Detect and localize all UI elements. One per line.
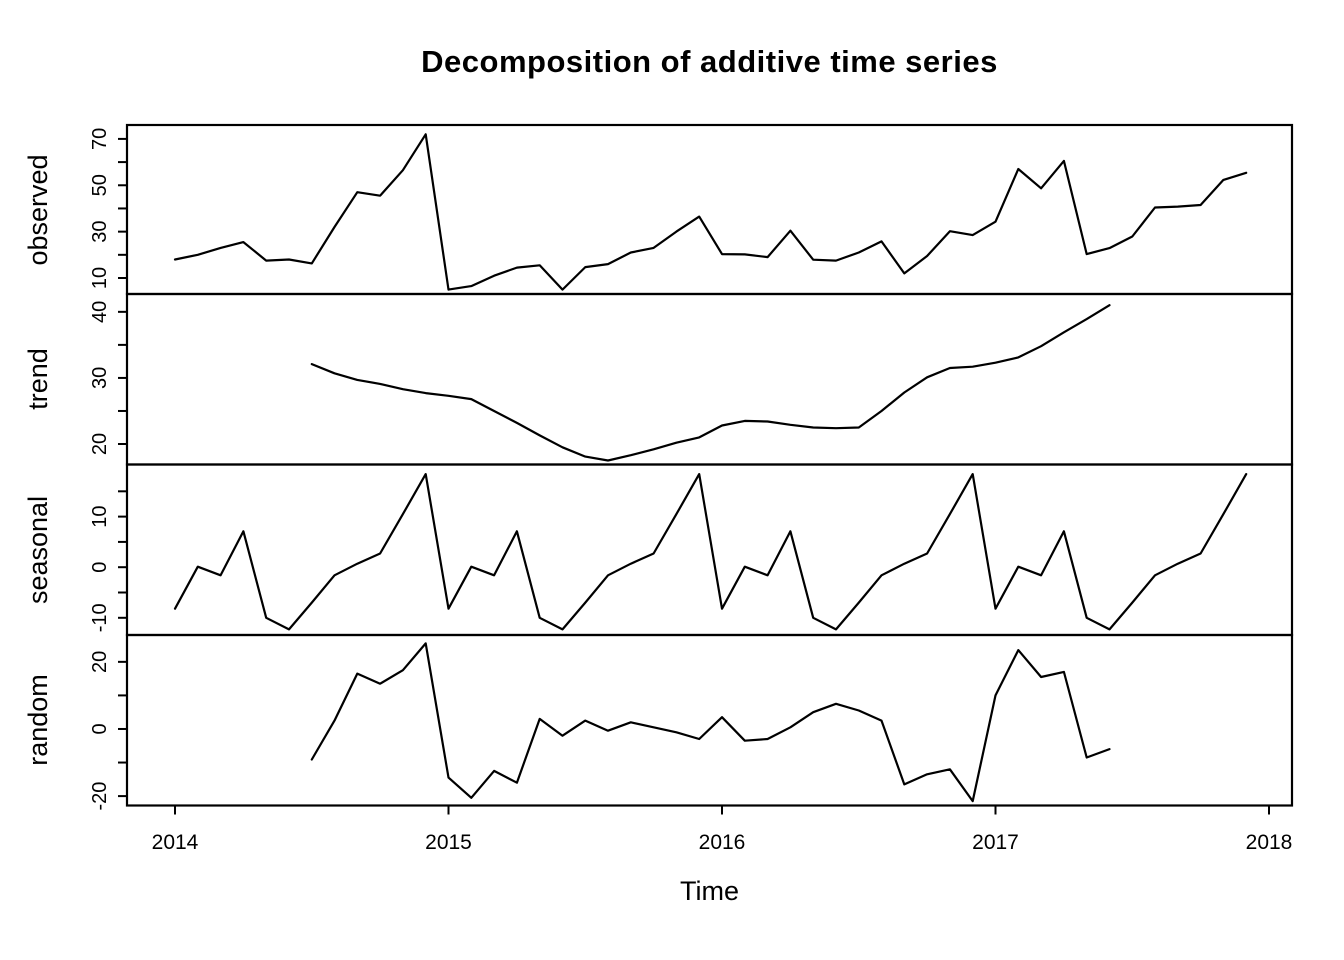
panel-frame-trend [125,292,1294,466]
y-tick-label-observed: 50 [89,174,111,196]
panel-frame-observed [125,123,1294,296]
y-tick-label-observed: 30 [89,221,111,243]
x-tick-label: 2016 [699,831,746,854]
y-tick-label-trend: 20 [89,433,111,455]
y-tick-label-observed: 70 [89,128,111,150]
series-line-trend [310,304,1111,462]
y-tick-label-random: 20 [89,651,111,673]
y-tick-label-seasonal: 0 [89,562,111,573]
series-line-random [310,642,1111,803]
panel-frame-random [125,633,1294,807]
y-tick-label-trend: 40 [89,301,111,323]
x-tick-label: 2017 [972,831,1019,854]
series-line-seasonal [173,473,1248,631]
x-axis-title: Time [680,876,739,906]
series-line-observed [173,133,1248,291]
chart-title: Decomposition of additive time series [421,44,998,79]
x-tick-label: 2018 [1246,831,1293,854]
y-tick-label-observed: 10 [89,267,111,289]
y-tick-label-seasonal: -10 [89,603,111,632]
x-tick-label: 2014 [152,831,199,854]
y-tick-label-random: -20 [89,782,111,811]
y-tick-label-random: 0 [89,723,111,734]
x-tick-label: 2015 [425,831,472,854]
y-tick-label-trend: 30 [89,367,111,389]
y-tick-label-seasonal: 10 [89,505,111,527]
panel-frame-seasonal [125,463,1294,637]
